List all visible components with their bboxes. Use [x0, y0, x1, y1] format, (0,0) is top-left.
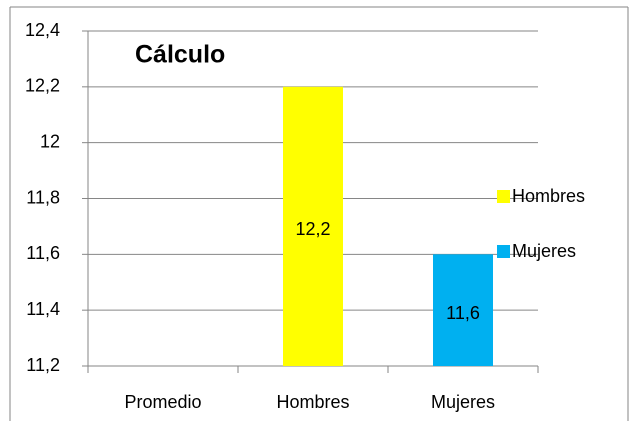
data-label: 12,2 — [295, 219, 330, 239]
bar — [433, 254, 493, 366]
legend-swatch — [497, 245, 510, 258]
y-tick-label: 11,2 — [26, 355, 60, 375]
y-tick-label: 11,6 — [26, 243, 60, 263]
data-label: 11,6 — [446, 303, 480, 323]
chart-title: Cálculo — [135, 41, 225, 69]
legend-label: Mujeres — [512, 241, 576, 261]
x-tick-label: Hombres — [276, 392, 349, 412]
bar — [283, 86, 343, 366]
x-tick-label: Promedio — [124, 392, 201, 412]
legend-label: Hombres — [512, 186, 585, 206]
y-tick-label: 12 — [40, 131, 60, 151]
x-tick-label: Mujeres — [431, 392, 495, 412]
y-tick-label: 12,4 — [25, 20, 60, 40]
legend-swatch — [497, 190, 510, 203]
y-tick-label: 12,2 — [25, 76, 60, 96]
y-tick-label: 11,4 — [26, 299, 60, 319]
y-tick-label: 11,8 — [26, 187, 60, 207]
